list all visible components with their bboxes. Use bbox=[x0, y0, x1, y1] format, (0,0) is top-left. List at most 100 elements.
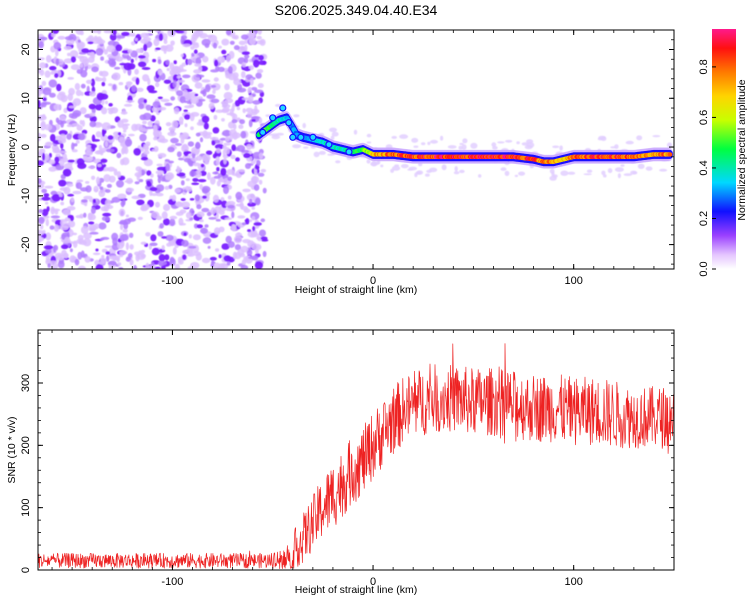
noise-speck bbox=[209, 256, 217, 261]
noise-speck bbox=[225, 207, 232, 211]
noise-speck bbox=[160, 98, 170, 103]
noise-speck bbox=[98, 177, 105, 183]
noise-speck bbox=[91, 139, 101, 142]
noise-speck bbox=[184, 114, 191, 120]
noise-speck bbox=[133, 265, 137, 269]
noise-speck bbox=[72, 190, 82, 195]
noise-speck bbox=[120, 224, 124, 231]
noise-speck bbox=[188, 245, 197, 249]
noise-speck bbox=[201, 207, 210, 213]
noise-speck bbox=[138, 61, 147, 68]
noise-speck bbox=[100, 158, 108, 163]
faint-speck bbox=[330, 135, 335, 141]
spectrogram-x-ticks: -100 0 100 bbox=[51, 30, 675, 287]
noise-speck bbox=[136, 199, 145, 206]
noise-speck bbox=[212, 194, 220, 203]
noise-speck bbox=[57, 150, 67, 154]
noise-speck bbox=[260, 218, 266, 223]
noise-speck bbox=[41, 208, 49, 217]
noise-speck bbox=[203, 122, 209, 130]
noise-speck bbox=[38, 148, 46, 154]
faint-speck bbox=[292, 144, 302, 149]
noise-speck bbox=[82, 155, 88, 161]
noise-speck bbox=[116, 171, 122, 178]
noise-speck bbox=[50, 134, 56, 142]
noise-speck bbox=[190, 45, 195, 50]
noise-speck bbox=[193, 49, 198, 54]
faint-speck bbox=[607, 168, 613, 174]
noise-speck bbox=[38, 41, 44, 49]
noise-speck bbox=[252, 100, 261, 105]
faint-speck bbox=[636, 135, 643, 141]
noise-speck bbox=[93, 185, 99, 193]
noise-speck bbox=[108, 109, 114, 115]
noise-speck bbox=[259, 229, 266, 237]
noise-speck bbox=[92, 252, 101, 256]
noise-speck bbox=[108, 83, 113, 87]
noise-speck bbox=[170, 137, 179, 144]
noise-speck bbox=[201, 38, 211, 47]
noise-speck bbox=[101, 216, 111, 222]
noise-speck bbox=[60, 142, 64, 149]
x-tick-label: 0 bbox=[370, 275, 376, 287]
x-tick-label: -100 bbox=[161, 576, 183, 588]
noise-speck bbox=[64, 36, 74, 41]
y-tick-label: 0 bbox=[20, 144, 32, 150]
noise-speck bbox=[237, 232, 241, 235]
noise-speck bbox=[207, 245, 211, 249]
noise-speck bbox=[183, 100, 188, 103]
spectrogram-frame bbox=[37, 29, 675, 270]
noise-speck bbox=[187, 186, 193, 192]
noise-speck bbox=[92, 116, 97, 122]
noise-speck bbox=[38, 160, 45, 166]
faint-speck bbox=[623, 173, 633, 177]
spectrogram-y-label: Frequency (Hz) bbox=[6, 114, 18, 186]
noise-speck bbox=[164, 254, 170, 261]
noise-speck bbox=[74, 83, 81, 91]
noise-speck bbox=[45, 218, 49, 227]
noise-speck bbox=[257, 60, 267, 66]
noise-speck bbox=[51, 208, 61, 212]
noise-speck bbox=[163, 203, 171, 212]
noise-speck bbox=[246, 248, 253, 257]
noise-speck bbox=[105, 148, 115, 153]
snr-y-label: SNR (10 * v/v) bbox=[6, 416, 18, 483]
noise-speck bbox=[103, 204, 110, 212]
noise-speck bbox=[195, 57, 202, 65]
noise-speck bbox=[224, 98, 234, 104]
noise-speck bbox=[130, 58, 134, 64]
noise-speck bbox=[141, 203, 150, 211]
noise-speck bbox=[231, 144, 236, 152]
faint-speck bbox=[407, 168, 414, 171]
noise-speck bbox=[112, 237, 118, 246]
faint-speck bbox=[391, 135, 398, 139]
noise-speck bbox=[240, 264, 249, 269]
noise-speck bbox=[177, 79, 185, 83]
noise-speck bbox=[138, 103, 144, 110]
noise-speck bbox=[251, 87, 258, 91]
noise-speck bbox=[151, 106, 160, 113]
noise-speck bbox=[227, 195, 232, 200]
noise-speck bbox=[223, 185, 229, 195]
noise-speck bbox=[131, 84, 137, 93]
noise-speck bbox=[247, 240, 255, 248]
noise-speck bbox=[250, 160, 256, 165]
noise-speck bbox=[201, 257, 211, 264]
noise-speck bbox=[190, 96, 199, 104]
noise-speck bbox=[175, 30, 185, 34]
noise-speck bbox=[174, 188, 181, 193]
noise-speck bbox=[50, 262, 59, 269]
noise-speck bbox=[255, 72, 262, 79]
noise-speck bbox=[103, 174, 111, 183]
noise-speck bbox=[210, 176, 216, 185]
noise-speck bbox=[244, 54, 250, 59]
noise-speck bbox=[183, 151, 192, 155]
noise-speck bbox=[139, 133, 147, 142]
noise-speck bbox=[238, 40, 246, 46]
noise-speck bbox=[182, 89, 188, 96]
colorbar-ticks: 0.0 0.2 0.4 0.6 0.8 bbox=[698, 59, 716, 277]
snr-plot-area bbox=[38, 330, 674, 570]
noise-speck bbox=[254, 197, 261, 206]
noise-speck bbox=[123, 103, 133, 107]
noise-speck bbox=[155, 170, 164, 175]
